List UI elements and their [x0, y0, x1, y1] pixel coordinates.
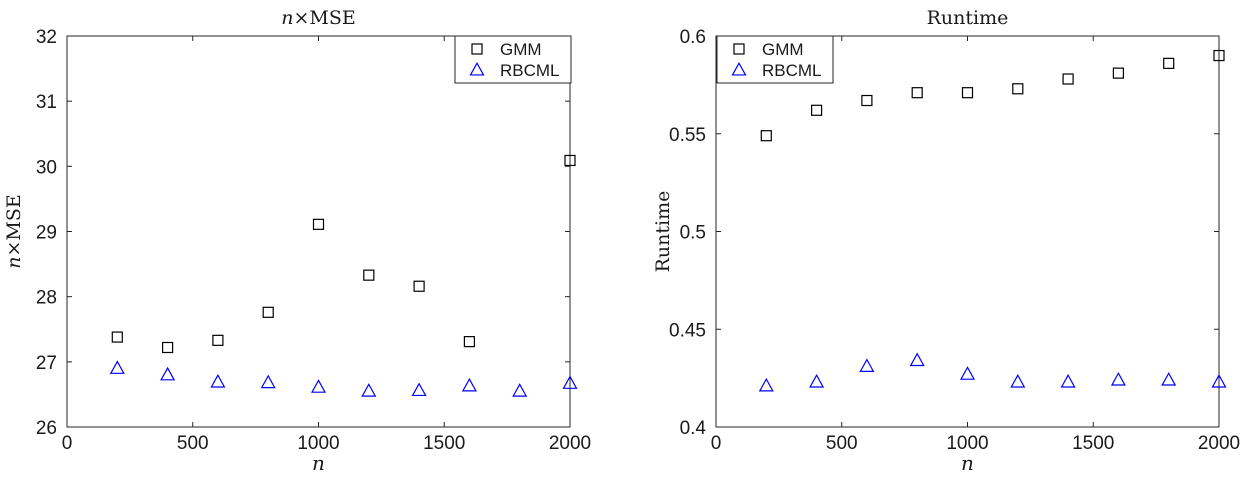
chart-title: n×MSE	[281, 7, 356, 29]
rbcml-point	[1211, 373, 1227, 388]
x-tick-label: 500	[826, 433, 858, 454]
series-rbcml	[758, 352, 1227, 392]
rbcml-point	[959, 366, 976, 380]
y-tick-label: 30	[36, 157, 57, 178]
chart-title: Runtime	[927, 7, 1009, 29]
y-tick-label: 31	[36, 92, 57, 113]
gmm-point	[1213, 49, 1225, 62]
y-tick-label: 0.55	[669, 125, 706, 146]
y-tick-label: 28	[36, 288, 57, 309]
legend: GMM RBCML	[716, 35, 834, 84]
rbcml-point	[260, 374, 276, 389]
y-tick-label: 0.6	[680, 27, 706, 48]
legend-label-gmm: GMM	[500, 40, 542, 59]
gmm-point	[212, 334, 224, 346]
gmm-point	[810, 104, 823, 116]
rbcml-point	[1060, 373, 1076, 388]
legend-square-icon	[733, 43, 745, 55]
x-axis-label: n	[312, 451, 325, 475]
gmm-point	[1112, 67, 1125, 79]
legend-label-rbcml: RBCML	[500, 61, 560, 80]
rbcml-point	[210, 373, 226, 388]
x-tick-label: 0	[62, 433, 73, 454]
gmm-point	[911, 87, 923, 99]
rbcml-point	[809, 373, 825, 388]
y-tick-label: 0.4	[680, 418, 707, 439]
gmm-point	[262, 306, 274, 318]
gmm-point	[564, 154, 576, 167]
gmm-point	[1062, 73, 1074, 85]
series-gmm	[111, 55, 576, 354]
gmm-point	[111, 331, 123, 343]
y-tick-label: 32	[36, 27, 57, 48]
series-rbcml	[109, 360, 578, 397]
legend-triangle-icon	[469, 61, 485, 76]
gmm-point	[861, 94, 873, 107]
gmm-point	[760, 130, 772, 142]
rbcml-point	[461, 377, 477, 392]
y-tick-label: 0.45	[669, 320, 706, 341]
rbcml-point	[1161, 372, 1177, 386]
gmm-point	[961, 87, 974, 99]
gmm-point	[1012, 83, 1024, 95]
plot-area-frame	[66, 35, 571, 428]
rbcml-point	[562, 375, 578, 389]
rbcml-point	[160, 366, 176, 381]
y-tick-label: 0.5	[680, 223, 706, 244]
legend-triangle-icon	[731, 61, 747, 76]
chart-panel-1: 0 500 1000 1500 2000 26 27 28 29 30 31 32 n×MSE n n×MS…	[3, 7, 591, 475]
y-tick-label: 26	[36, 418, 57, 439]
rbcml-point	[1010, 373, 1026, 388]
gmm-point	[413, 280, 425, 292]
x-axis-label: n	[961, 451, 974, 475]
rbcml-point	[758, 377, 774, 392]
rbcml-point	[361, 383, 377, 397]
x-tick-label: 1500	[423, 433, 465, 454]
y-axis-label: Runtime	[652, 191, 674, 273]
rbcml-point	[310, 379, 327, 393]
gmm-point	[1163, 57, 1175, 69]
legend-label-gmm: GMM	[762, 40, 804, 59]
chart-panel-2: 0 500 1000 1500 2000 0.4 0.45 0.5 0.55 0.6 Runtime…	[652, 7, 1240, 475]
rbcml-point	[512, 383, 528, 397]
x-tick-label: 0	[711, 433, 722, 454]
rbcml-point	[109, 360, 125, 374]
gmm-point	[463, 336, 475, 348]
legend-label-rbcml: RBCML	[762, 61, 822, 80]
gmm-point	[312, 218, 325, 230]
x-tick-label: 500	[177, 433, 209, 454]
x-tick-label: 1500	[1072, 433, 1114, 454]
legend: GMM RBCML	[454, 35, 572, 84]
rbcml-point	[411, 382, 427, 397]
x-tick-label: 1000	[946, 433, 988, 454]
x-tick-label: 1000	[297, 433, 339, 454]
rbcml-point	[859, 358, 875, 372]
gmm-point	[363, 269, 375, 281]
rbcml-point	[1110, 372, 1126, 386]
gmm-point	[162, 341, 174, 354]
rbcml-point	[909, 352, 925, 367]
series-gmm	[760, 49, 1225, 142]
legend-square-icon	[471, 43, 483, 55]
x-tick-label: 2000	[549, 433, 591, 454]
y-axis-label: n×MSE	[3, 194, 25, 269]
x-tick-label: 2000	[1198, 433, 1240, 454]
y-tick-label: 27	[36, 353, 57, 374]
y-tick-label: 29	[36, 223, 57, 244]
